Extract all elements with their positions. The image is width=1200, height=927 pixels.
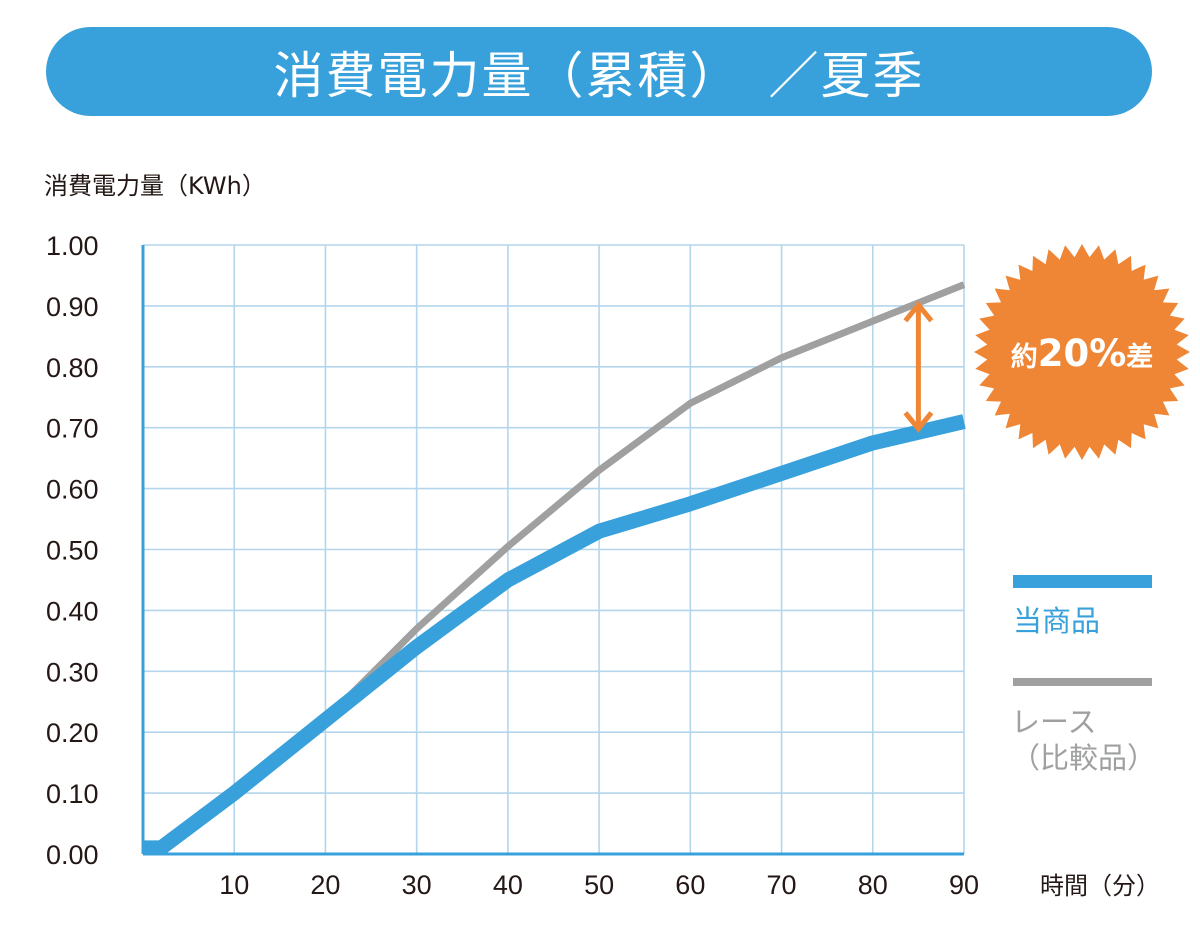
x-axis-title: 時間（分） bbox=[1040, 872, 1160, 900]
x-tick-label-5: 60 bbox=[675, 870, 705, 900]
y-tick-label-7: 0.70 bbox=[46, 414, 99, 444]
legend-line-comparison-product bbox=[1013, 678, 1152, 686]
y-tick-label-10: 1.00 bbox=[46, 231, 99, 261]
legend-label-current-product: 当商品 bbox=[1013, 604, 1101, 638]
y-axis-title: 消費電力量（KWh） bbox=[44, 172, 266, 200]
y-tick-label-6: 0.60 bbox=[46, 475, 99, 505]
difference-arrow-head-bottom bbox=[903, 411, 934, 433]
legend-label-comparison-line1: レース bbox=[1011, 705, 1097, 739]
x-tick-label-3: 40 bbox=[493, 870, 523, 900]
title-banner: 消費電力量（累積） ／夏季 bbox=[46, 27, 1152, 116]
grid-lines bbox=[143, 244, 965, 855]
x-tick-label-7: 80 bbox=[858, 870, 888, 900]
x-tick-label-4: 50 bbox=[584, 870, 614, 900]
x-tick-label-1: 20 bbox=[310, 870, 340, 900]
badge-value: 20% bbox=[1038, 332, 1127, 375]
badge-suffix: 差 bbox=[1126, 341, 1153, 373]
y-tick-label-5: 0.50 bbox=[46, 536, 99, 566]
x-tick-label-0: 10 bbox=[219, 870, 249, 900]
y-tick-label-0: 0.00 bbox=[46, 840, 99, 870]
chart-title: 消費電力量（累積） ／夏季 bbox=[273, 46, 925, 105]
difference-annotation bbox=[903, 300, 934, 433]
legend-line-current-product bbox=[1013, 575, 1152, 588]
axes bbox=[141, 245, 964, 856]
legend-label-comparison-product: レース （比較品） bbox=[1011, 704, 1156, 777]
difference-badge: 約20%差 bbox=[974, 244, 1190, 460]
x-tick-label-6: 70 bbox=[767, 870, 797, 900]
y-tick-label-4: 0.40 bbox=[46, 596, 99, 626]
series-line-0 bbox=[143, 414, 966, 856]
y-tick-labels: 0.00 0.10 0.20 0.30 0.40 0.50 0.60 0.70 0.80 0.90… bbox=[46, 231, 99, 870]
x-tick-label-2: 30 bbox=[402, 870, 432, 900]
y-tick-label-8: 0.80 bbox=[46, 353, 99, 383]
badge-label: 約20%差 bbox=[1011, 332, 1154, 375]
x-tick-label-8: 90 bbox=[949, 870, 979, 900]
y-tick-label-2: 0.20 bbox=[46, 718, 99, 748]
difference-arrow-head-top bbox=[903, 300, 934, 323]
badge-prefix: 約 bbox=[1011, 341, 1038, 373]
y-tick-label-1: 0.10 bbox=[46, 779, 99, 809]
series-lines bbox=[143, 281, 966, 856]
starburst-badge bbox=[974, 244, 1190, 460]
y-tick-label-9: 0.90 bbox=[46, 292, 99, 322]
x-tick-labels: 10 20 30 40 50 60 70 80 90 bbox=[219, 870, 979, 900]
y-tick-label-3: 0.30 bbox=[46, 657, 99, 687]
legend-label-comparison-line2: （比較品） bbox=[1011, 741, 1157, 776]
